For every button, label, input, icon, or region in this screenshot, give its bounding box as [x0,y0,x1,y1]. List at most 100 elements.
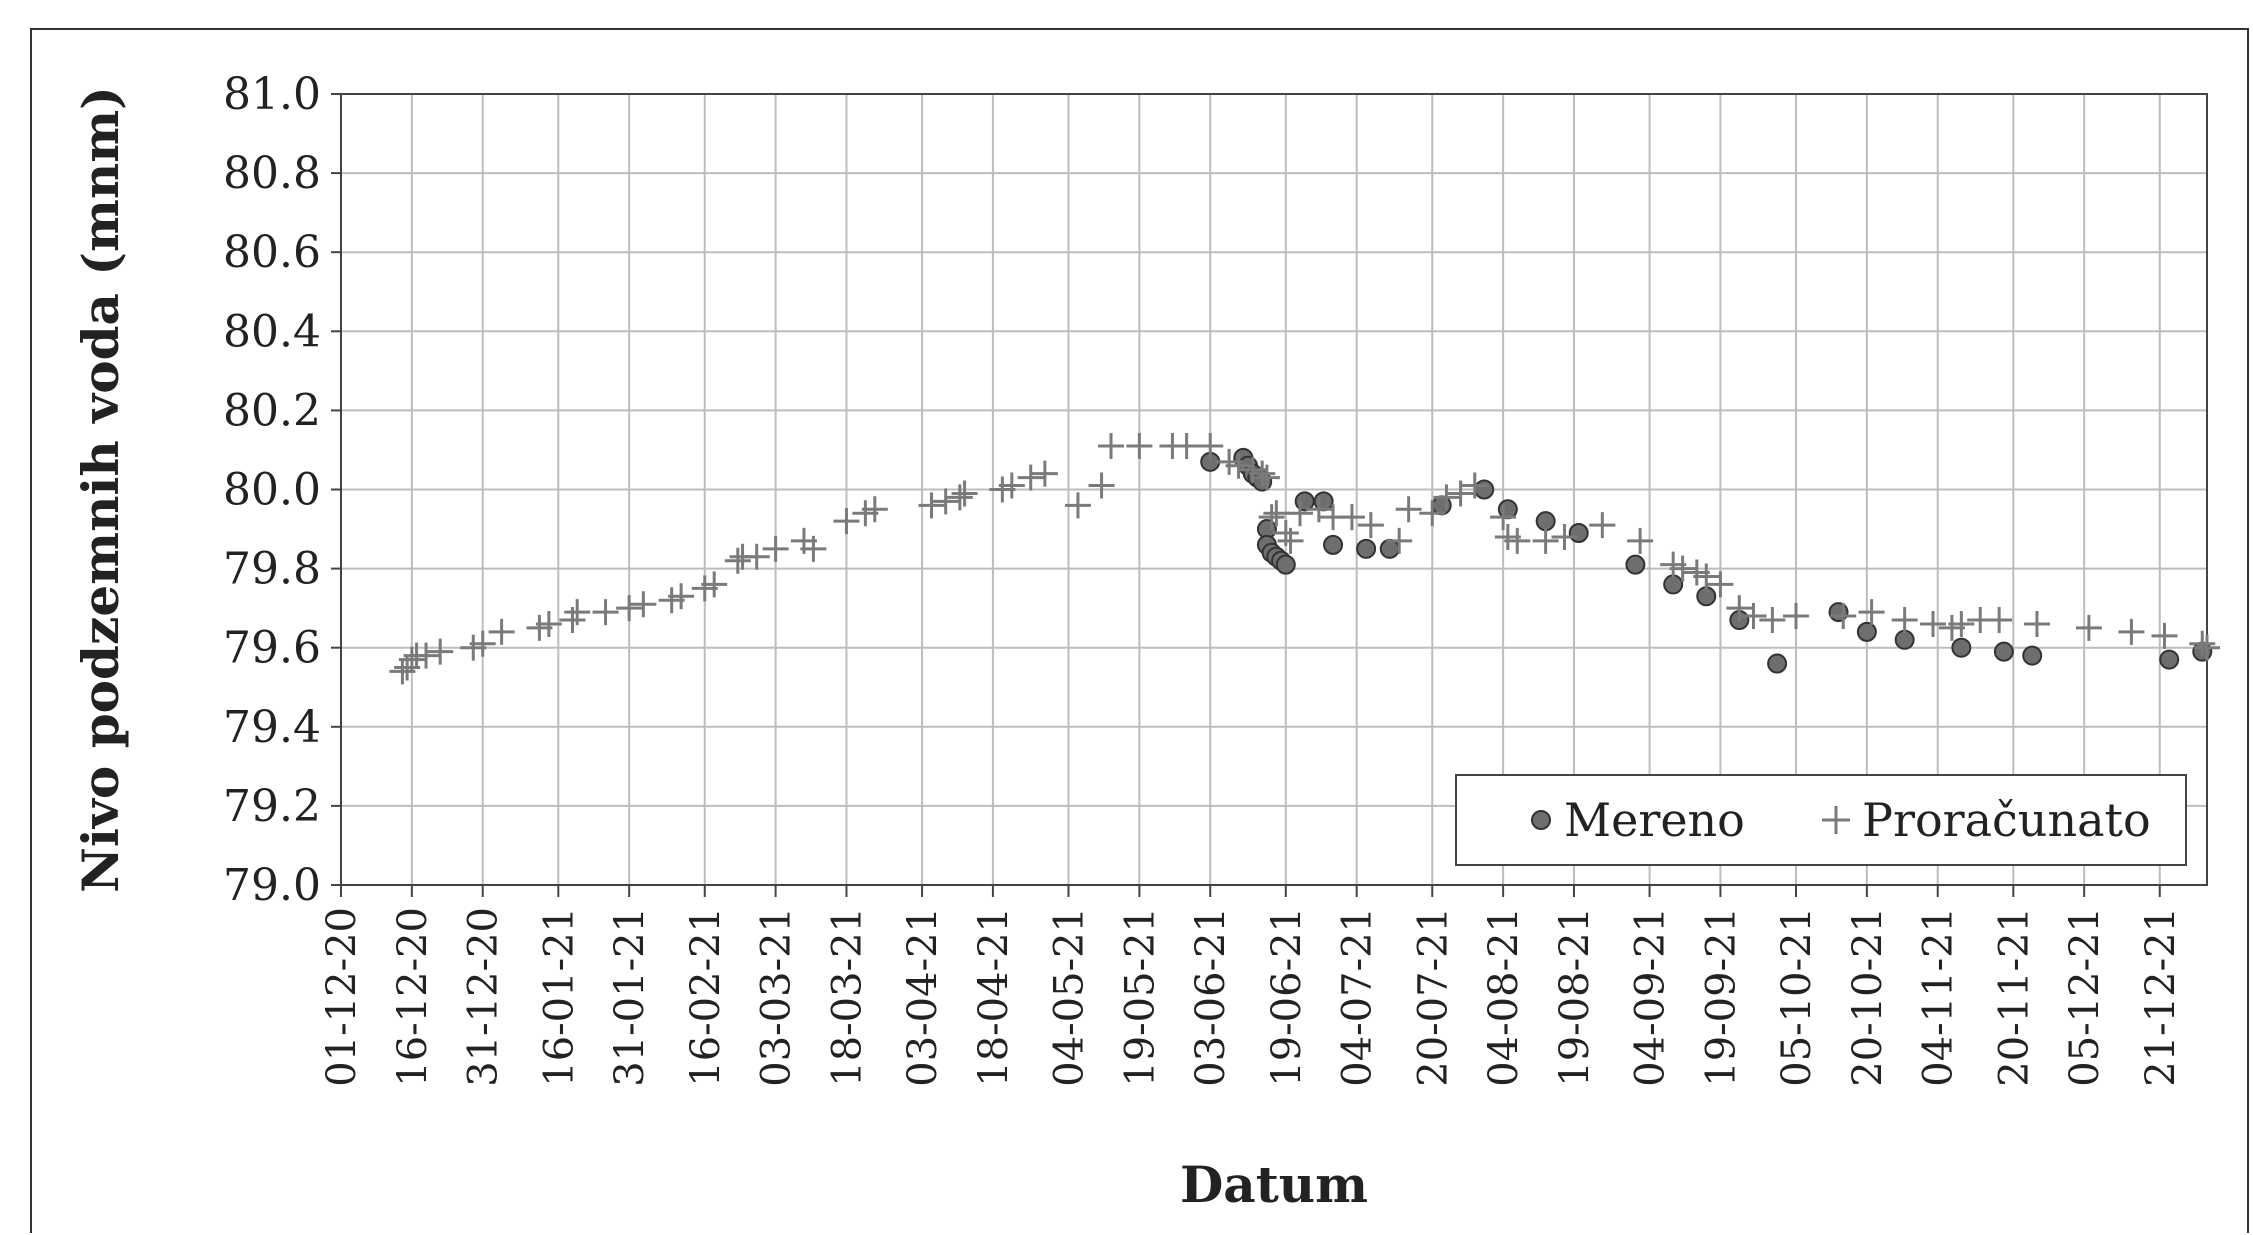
x-tick-labels: 01-12-20 16-12-20 31-12-20 16-01-21 31-01-21… [319,907,2184,1087]
measured-point [1663,574,1684,595]
computed-point [564,599,591,626]
legend-label-computed: Proračunato [1862,793,2151,847]
computed-point [2151,622,2178,649]
computed-point [1305,496,1332,523]
x-tick-label: 19-09-21 [1698,907,1744,1087]
computed-point [1386,527,1413,554]
x-tick-label: 20-11-21 [1991,907,2037,1087]
computed-point [998,472,1025,499]
x-tick-label: 31-01-21 [607,907,653,1087]
x-tick-label: 03-06-21 [1188,907,1234,1087]
x-tick-label: 19-05-21 [1117,907,1163,1087]
computed-point [701,571,728,598]
computed-point [1759,607,1786,634]
computed-point [1017,464,1044,491]
x-tick-label: 19-08-21 [1552,907,1598,1087]
computed-point [630,591,657,618]
x-tick-label: 05-12-21 [2062,907,2108,1087]
y-tick-label: 81.0 [223,69,321,120]
computed-point [2118,618,2145,645]
computed-point [1504,527,1531,554]
computed-point [1098,432,1125,459]
computed-point [1031,460,1058,487]
computed-point [1740,603,1767,630]
computed-point [918,492,945,519]
ticks [331,93,2161,897]
series-computed [389,432,2220,685]
computed-point [469,630,496,657]
computed-point [1858,599,1885,626]
y-tick-label: 80.6 [223,227,321,278]
x-tick-label: 18-04-21 [971,907,1017,1087]
computed-point [592,599,619,626]
computed-point [427,638,454,665]
y-tick-label: 79.8 [223,544,321,595]
y-tick-label: 80.2 [223,385,321,436]
measured-point [1379,538,1400,559]
computed-point [1783,603,1810,630]
series-measured [1200,447,2213,674]
computed-point [2023,610,2050,637]
computed-point [1395,496,1422,523]
measured-point [1894,629,1915,650]
computed-point [1948,610,1975,637]
y-tick-label: 80.8 [223,148,321,199]
computed-point [1830,603,1857,630]
x-tick-label: 16-02-21 [683,907,729,1087]
x-tick-label: 31-12-20 [461,907,507,1087]
legend-marker-measured [1531,810,1551,830]
x-tick-label: 16-12-20 [390,907,436,1087]
computed-point [1461,472,1488,499]
x-tick-label: 20-07-21 [1410,907,1456,1087]
y-axis-title: Nivo podzemnih voda (mnm) [71,86,130,893]
computed-point [1920,610,1947,637]
computed-point [1277,527,1304,554]
computed-point [951,480,978,507]
computed-point [1726,595,1753,622]
computed-point [1064,492,1091,519]
measured-point [1474,479,1495,500]
y-tick-label: 79.2 [223,781,321,832]
y-tick-label: 80.0 [223,465,321,516]
computed-point [1263,500,1290,527]
measured-point [1294,491,1315,512]
chart-frame: 79.0 79.2 79.4 79.6 79.8 80.0 80.2 80.4 80.6 80.8… [30,28,2249,1233]
computed-point [743,543,770,570]
computed-point [1225,452,1252,479]
computed-point [2194,634,2220,661]
computed-point [1693,563,1720,590]
computed-point [1551,523,1578,550]
computed-point [800,535,827,562]
computed-point [413,642,440,669]
measured-point [1356,538,1377,559]
computed-point [398,646,425,673]
legend-marker-computed [1822,806,1850,834]
computed-point [488,618,515,645]
x-tick-label: 04-09-21 [1628,907,1674,1087]
computed-point [1669,555,1696,582]
measured-point [1993,641,2014,662]
measured-point [1497,499,1518,520]
computed-point [535,610,562,637]
x-tick-label: 21-12-21 [2138,907,2184,1087]
measured-point [1535,511,1556,532]
computed-point [1249,460,1276,487]
measured-point [1568,523,1589,544]
x-tick-label: 03-03-21 [754,907,800,1087]
x-tick-label: 04-07-21 [1335,907,1381,1087]
computed-point [1357,512,1384,539]
computed-point [861,496,888,523]
measured-point [1856,621,1877,642]
computed-point [1707,571,1734,598]
computed-point [1891,607,1918,634]
measured-point [1275,554,1296,575]
measured-point [2022,645,2043,666]
computed-point [833,508,860,535]
x-tick-label: 19-06-21 [1264,907,1310,1087]
x-axis-title: Datum [1180,1155,1368,1214]
computed-point [724,547,751,574]
measured-point [1951,637,1972,658]
computed-point [932,488,959,515]
computed-point [1253,464,1280,491]
computed-point [762,535,789,562]
